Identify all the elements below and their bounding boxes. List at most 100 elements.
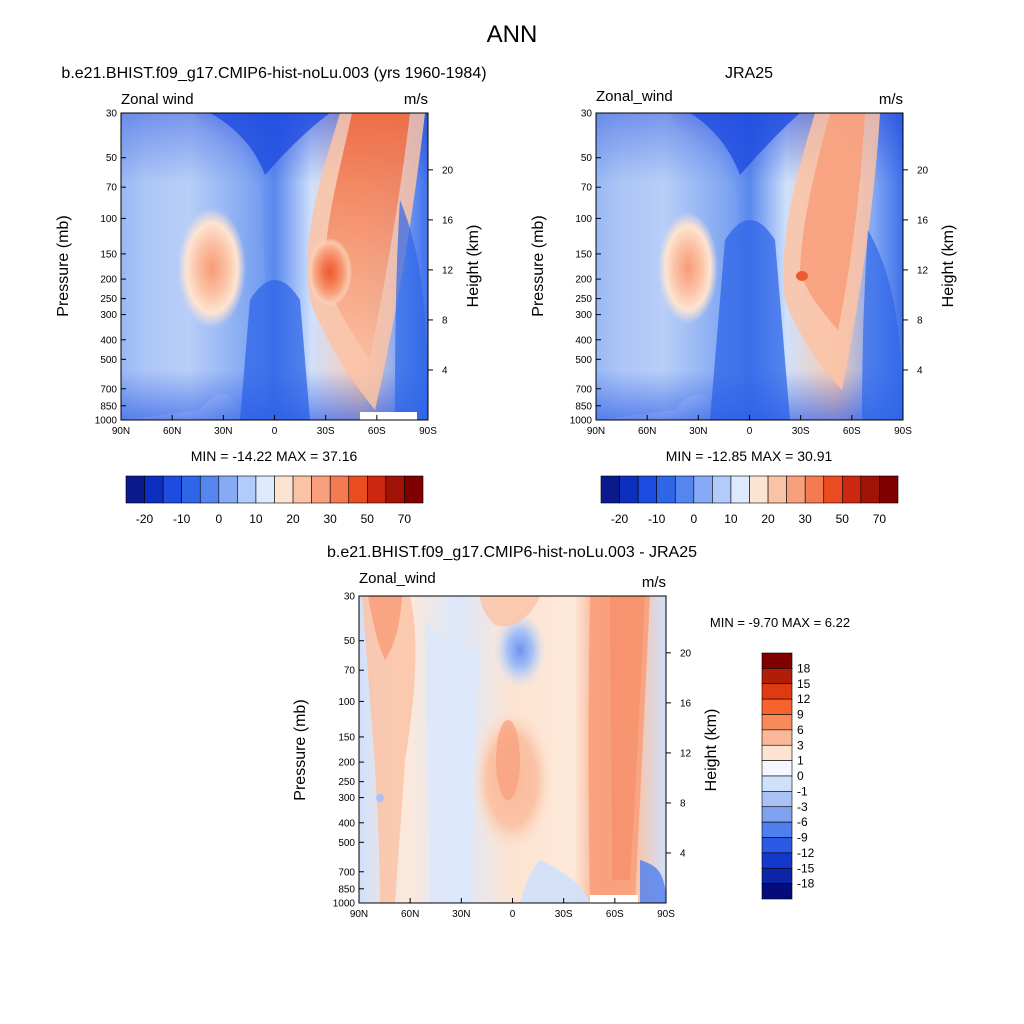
colorbar-swatch [761, 760, 793, 777]
colorbar-label: 0 [215, 512, 222, 526]
y-axis-label: Pressure (mb) [530, 215, 547, 316]
y-tick-label: 300 [100, 310, 117, 321]
y-tick-label: 100 [338, 697, 355, 708]
panel-difference: b.e21.BHIST.f09_g17.CMIP6-hist-noLu.003 … [292, 544, 850, 920]
colorbar-swatch [674, 475, 695, 504]
colorbar-swatch [761, 744, 793, 761]
colorbar-swatch [761, 806, 793, 823]
colorbar-label: 70 [873, 512, 887, 526]
colorbar-swatch [619, 475, 639, 504]
colorbar-swatch [329, 475, 350, 504]
colorbar-label: -10 [173, 512, 191, 526]
y-right-tick-label: 8 [680, 798, 686, 809]
colorbar-label: -15 [797, 861, 815, 875]
colorbar-swatch [637, 475, 657, 504]
y-tick-label: 30 [106, 109, 118, 120]
panel-subtitle-right: m/s [404, 91, 428, 108]
contour-field [596, 113, 903, 420]
colorbar-swatch [712, 475, 732, 504]
colorbar-label: -6 [797, 815, 808, 829]
colorbar-swatch [749, 475, 769, 504]
y-tick-label: 50 [106, 153, 118, 164]
colorbar-label: 18 [797, 661, 811, 675]
y-tick-label: 30 [581, 109, 593, 120]
y-tick-label: 700 [338, 867, 355, 878]
x-tick-label: 90S [657, 909, 675, 920]
colorbar-label: -20 [611, 512, 629, 526]
y-tick-label: 50 [344, 636, 356, 647]
colorbar-swatch [761, 821, 793, 838]
colorbar-label: 30 [324, 512, 338, 526]
colorbar-swatch [144, 475, 164, 504]
colorbar-label: -18 [797, 877, 815, 891]
colorbar-swatch [693, 475, 713, 504]
x-tick-label: 90N [112, 426, 130, 437]
y-right-tick-label: 20 [442, 165, 454, 176]
y-tick-label: 200 [338, 758, 355, 769]
colorbar-swatch [761, 791, 793, 808]
colorbar-label: 9 [797, 708, 804, 722]
colorbar-swatch [730, 475, 750, 504]
colorbar-swatch [181, 475, 201, 504]
y-right-tick-label: 4 [680, 848, 686, 859]
y-right-tick-label: 8 [917, 315, 923, 326]
colorbar-swatch [311, 475, 331, 504]
y-tick-label: 700 [100, 384, 117, 395]
min-max-label: MIN = -12.85 MAX = 30.91 [666, 448, 833, 464]
y-right-tick-label: 4 [917, 365, 923, 376]
colorbar-label: 10 [249, 512, 263, 526]
x-tick-label: 0 [272, 426, 278, 437]
y-right-tick-label: 12 [917, 265, 929, 276]
y-tick-label: 150 [100, 249, 117, 260]
colorbar-swatch [761, 729, 793, 746]
y-tick-label: 400 [575, 335, 592, 346]
colorbar-swatch [761, 883, 793, 900]
panel-subtitle-right: m/s [879, 91, 903, 108]
colorbar-label: 0 [797, 769, 804, 783]
x-tick-label: 90N [587, 426, 605, 437]
y-right-tick-label: 16 [442, 215, 454, 226]
x-tick-label: 30N [214, 426, 232, 437]
y-tick-label: 400 [338, 818, 355, 829]
y-tick-label: 500 [575, 355, 592, 366]
colorbar-label: 12 [797, 692, 811, 706]
colorbar-swatch [656, 475, 676, 504]
colorbar-swatch [255, 475, 275, 504]
colorbar-swatch [385, 475, 405, 504]
colorbar-swatch [199, 475, 220, 504]
x-tick-label: 60N [401, 909, 419, 920]
y-tick-label: 250 [575, 294, 592, 305]
x-tick-label: 60S [606, 909, 624, 920]
colorbar-label: 3 [797, 738, 804, 752]
min-max-label: MIN = -14.22 MAX = 37.16 [191, 448, 358, 464]
y-right-tick-label: 8 [442, 315, 448, 326]
colorbar-swatch [761, 837, 793, 854]
colorbar-swatch [367, 475, 387, 504]
y-tick-label: 50 [581, 153, 593, 164]
panel-title: b.e21.BHIST.f09_g17.CMIP6-hist-noLu.003 … [61, 65, 486, 82]
colorbar-swatch [786, 475, 806, 504]
colorbar-label: 20 [761, 512, 775, 526]
colorbar-label: -1 [797, 784, 808, 798]
x-tick-label: 30N [452, 909, 470, 920]
colorbar-swatch [125, 475, 145, 504]
y-tick-label: 300 [575, 310, 592, 321]
x-tick-label: 90S [894, 426, 912, 437]
colorbar-swatch [600, 475, 620, 504]
colorbar-label: 20 [286, 512, 300, 526]
x-tick-label: 60S [843, 426, 861, 437]
colorbar-swatch [404, 475, 424, 504]
panel-subtitle-left: Zonal_wind [359, 570, 436, 587]
y-tick-label: 150 [575, 249, 592, 260]
panel-model: b.e21.BHIST.f09_g17.CMIP6-hist-noLu.003 … [55, 65, 487, 526]
colorbar-swatch [761, 683, 793, 700]
y-axis-label: Pressure (mb) [292, 699, 309, 800]
colorbar-label: -9 [797, 831, 808, 845]
x-tick-label: 60N [638, 426, 656, 437]
figure-title: ANN [487, 21, 538, 48]
y-tick-label: 200 [100, 275, 117, 286]
colorbar-swatch [761, 867, 793, 884]
panel-subtitle-left: Zonal wind [121, 91, 194, 108]
y-tick-label: 500 [100, 355, 117, 366]
x-tick-label: 30N [689, 426, 707, 437]
